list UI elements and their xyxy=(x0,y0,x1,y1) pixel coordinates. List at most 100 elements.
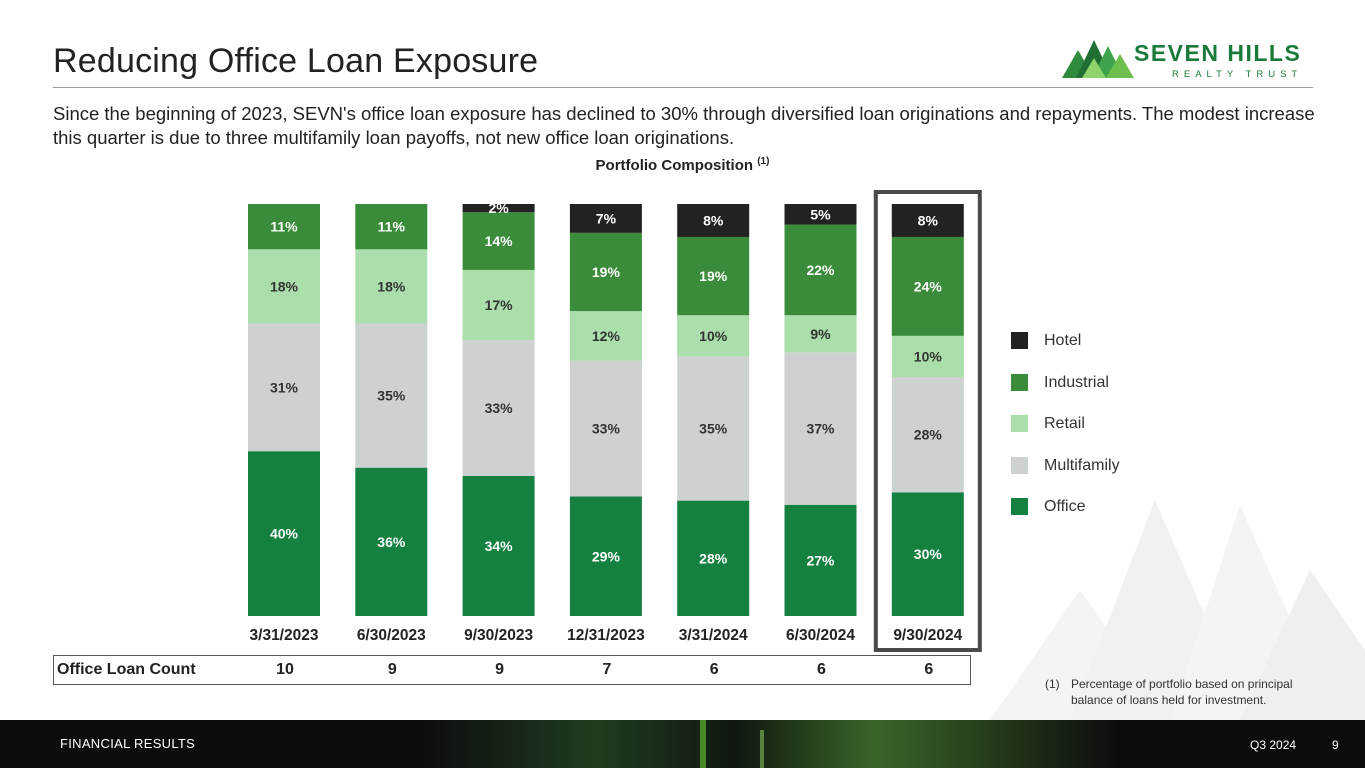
legend-label: Retail xyxy=(1044,415,1085,432)
office-loan-count-row: Office Loan Count 10 9 9 7 6 6 6 xyxy=(53,655,971,685)
bar-value-label: 27% xyxy=(806,552,835,568)
footnote-text: Percentage of portfolio based on princip… xyxy=(1071,677,1293,707)
bar-value-label: 35% xyxy=(699,421,728,437)
bar-value-label: 9% xyxy=(810,326,831,342)
title-divider xyxy=(53,87,1313,88)
bar-segment-retail xyxy=(462,269,535,340)
bar-segment-industrial xyxy=(784,224,857,316)
chart-title-footnote-ref: (1) xyxy=(757,156,770,167)
bar-segment-hotel xyxy=(569,204,642,233)
bar-value-label: 29% xyxy=(592,548,621,564)
page-title: Reducing Office Loan Exposure xyxy=(53,42,539,80)
footer-section: FINANCIAL RESULTS xyxy=(60,736,196,751)
footer-quarter: Q3 2024 xyxy=(1250,738,1297,752)
bar-segment-multifamily xyxy=(248,323,320,452)
bar-segment-office xyxy=(462,475,535,616)
legend-label: Hotel xyxy=(1044,332,1082,349)
bar-segment-office xyxy=(355,467,428,616)
bar-value-label: 19% xyxy=(592,264,621,280)
mountain-logo-icon xyxy=(1062,40,1134,78)
bar-value-label: 31% xyxy=(270,379,299,395)
bar-segment-hotel xyxy=(784,204,857,225)
x-axis-tick-label: 6/30/2023 xyxy=(357,627,426,644)
bar-value-label: 24% xyxy=(914,278,943,294)
bar-segment-multifamily xyxy=(462,339,535,476)
bar-segment-industrial xyxy=(677,236,750,316)
bar-value-label: 8% xyxy=(918,212,939,228)
office-loan-count-value: 6 xyxy=(924,661,934,678)
bar-value-label: 2% xyxy=(488,200,509,216)
office-loan-count-value: 10 xyxy=(276,661,294,678)
intro-text: Since the beginning of 2023, SEVN's offi… xyxy=(53,103,1315,148)
chart-title-text: Portfolio Composition xyxy=(595,157,754,174)
bar-segment-office xyxy=(248,451,320,616)
bar-segment-retail xyxy=(677,315,750,357)
bar-segment-office xyxy=(784,504,857,616)
legend-swatch xyxy=(1011,373,1028,391)
footer-decoration xyxy=(420,720,1120,768)
bar-value-label: 10% xyxy=(699,328,728,344)
x-axis-tick-label: 3/31/2024 xyxy=(679,627,748,644)
bar-value-label: 10% xyxy=(914,348,943,364)
bar-value-label: 19% xyxy=(699,268,728,284)
bar-segment-retail xyxy=(355,249,428,324)
office-loan-count-label: Office Loan Count xyxy=(57,661,196,678)
highlight-frame xyxy=(873,190,982,652)
bar-value-label: 37% xyxy=(806,421,835,437)
bar-value-label: 33% xyxy=(592,421,621,437)
background-mountains xyxy=(990,500,1365,720)
legend-swatch xyxy=(1011,498,1028,515)
bar-segment-retail xyxy=(784,315,857,353)
bar-segment-industrial xyxy=(891,236,964,336)
x-axis-tick-label: 9/30/2023 xyxy=(464,627,533,644)
bar-segment-office xyxy=(891,492,964,616)
bar-segment-industrial xyxy=(569,232,642,312)
bar-segment-industrial xyxy=(355,204,428,250)
bar-segment-office xyxy=(569,496,642,616)
bar-value-label: 5% xyxy=(810,206,831,222)
logo-name: SEVEN HILLS xyxy=(1134,40,1302,66)
bar-segment-retail xyxy=(248,249,320,324)
bar-segment-retail xyxy=(891,335,964,378)
bar-segment-multifamily xyxy=(891,377,964,493)
x-axis-tick-label: 9/30/2024 xyxy=(893,627,962,644)
bar-value-label: 40% xyxy=(270,526,299,542)
bar-segment-multifamily xyxy=(569,360,642,497)
bar-value-label: 35% xyxy=(377,388,406,404)
bar-segment-multifamily xyxy=(355,323,428,468)
logo-subtitle: REALTY TRUST xyxy=(1172,69,1303,80)
legend-label: Industrial xyxy=(1044,373,1109,391)
office-loan-count-value: 6 xyxy=(709,661,719,678)
bar-value-label: 17% xyxy=(485,297,514,313)
bar-value-label: 12% xyxy=(592,328,621,344)
bar-value-label: 28% xyxy=(914,427,943,443)
x-axis-tick-label: 3/31/2023 xyxy=(250,627,319,644)
bar-value-label: 11% xyxy=(270,219,298,235)
bar-segment-hotel xyxy=(891,204,964,237)
office-loan-count-value: 9 xyxy=(387,661,397,678)
page-number: 9 xyxy=(1332,738,1339,752)
bar-value-label: 8% xyxy=(703,212,724,228)
stacked-bar-chart: 40% 31% 18% 11% 3/31/2023 36% 35% 18% 11% 6/30/20… xyxy=(248,190,982,652)
bar-value-label: 18% xyxy=(270,278,299,294)
legend-label: Office xyxy=(1044,498,1086,515)
bar-value-label: 36% xyxy=(377,534,406,550)
office-loan-count-value: 7 xyxy=(602,661,612,678)
bar-value-label: 18% xyxy=(377,278,406,294)
bar-segment-industrial xyxy=(248,204,320,250)
x-axis-tick-label: 6/30/2024 xyxy=(786,627,855,644)
legend-label: Multifamily xyxy=(1044,456,1120,474)
x-axis-tick-label: 12/31/2023 xyxy=(567,627,645,644)
bar-value-label: 33% xyxy=(485,400,514,416)
bar-value-label: 30% xyxy=(914,546,943,562)
legend-swatch xyxy=(1011,456,1028,474)
footnote-mark: (1) xyxy=(1045,677,1060,691)
bar-segment-retail xyxy=(569,311,642,361)
footer-bar: FINANCIAL RESULTS Q3 2024 9 xyxy=(0,720,1365,768)
bar-value-label: 7% xyxy=(596,210,617,226)
bar-value-label: 28% xyxy=(699,550,728,566)
legend-swatch xyxy=(1011,415,1028,432)
chart-title: Portfolio Composition (1) xyxy=(0,156,1365,174)
office-loan-count-value: 9 xyxy=(495,661,505,678)
bar-value-label: 22% xyxy=(806,262,835,278)
